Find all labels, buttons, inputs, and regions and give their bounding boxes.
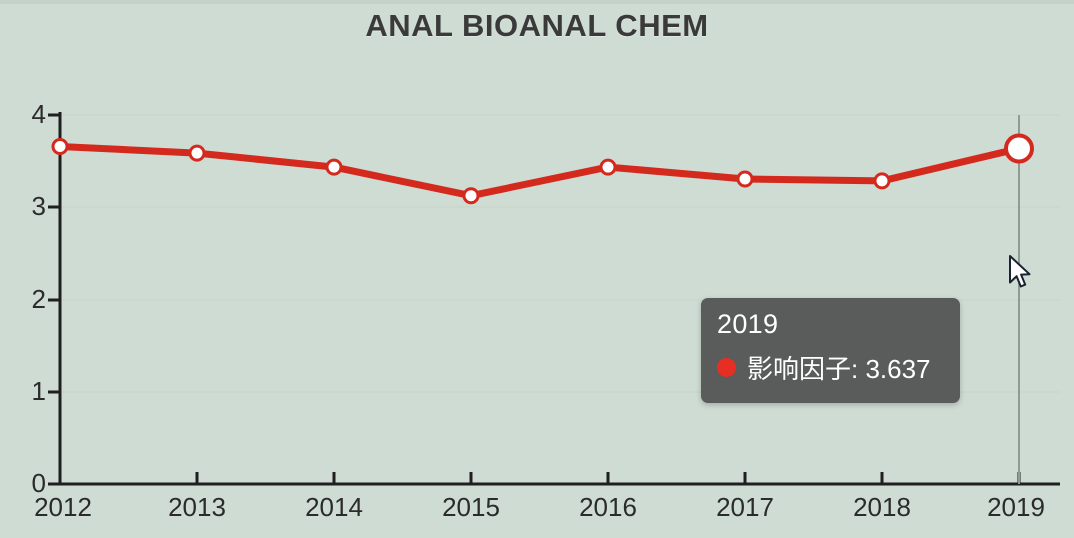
data-point-2019-hovered bbox=[1004, 133, 1034, 164]
data-point-2013 bbox=[188, 144, 206, 162]
y-axis bbox=[48, 112, 62, 486]
chart-tooltip: 2019 影响因子: 3.637 bbox=[701, 298, 960, 403]
data-point-2015 bbox=[462, 187, 480, 205]
tooltip-series-color-dot bbox=[717, 357, 736, 377]
x-tick-label-2016: 2016 bbox=[579, 492, 637, 522]
y-tick-label-2: 2 bbox=[31, 284, 46, 314]
y-tick-label-3: 3 bbox=[31, 191, 46, 221]
data-point-2016 bbox=[599, 158, 617, 176]
x-tick-label-2019: 2019 bbox=[987, 492, 1045, 522]
tooltip-series-row: 影响因子: 3.637 bbox=[717, 349, 944, 386]
x-tick-label-2018: 2018 bbox=[853, 492, 911, 522]
y-tick-label-0: 0 bbox=[31, 468, 46, 498]
data-point-2018 bbox=[873, 172, 891, 190]
data-point-2017 bbox=[736, 170, 754, 188]
x-tick-label-2015: 2015 bbox=[442, 492, 500, 522]
tooltip-series-value: 影响因子: 3.637 bbox=[747, 353, 931, 384]
x-tick-label-2017: 2017 bbox=[716, 492, 774, 522]
data-point-2012 bbox=[51, 138, 69, 155]
series-line bbox=[56, 143, 1023, 200]
x-tick-label-2013: 2013 bbox=[168, 492, 226, 522]
y-tick-label-1: 1 bbox=[31, 376, 46, 406]
y-axis-labels: 4 3 2 1 0 bbox=[0, 0, 50, 538]
x-tick-label-2012: 2012 bbox=[34, 492, 92, 522]
series-markers bbox=[51, 133, 1034, 205]
x-tick-label-2014: 2014 bbox=[305, 492, 363, 522]
y-tick-label-4: 4 bbox=[31, 99, 46, 129]
data-point-2014 bbox=[325, 158, 343, 176]
chart-title: ANAL BIOANAL CHEM bbox=[365, 8, 709, 43]
top-edge-band bbox=[0, 0, 1074, 4]
tooltip-title: 2019 bbox=[717, 309, 779, 339]
